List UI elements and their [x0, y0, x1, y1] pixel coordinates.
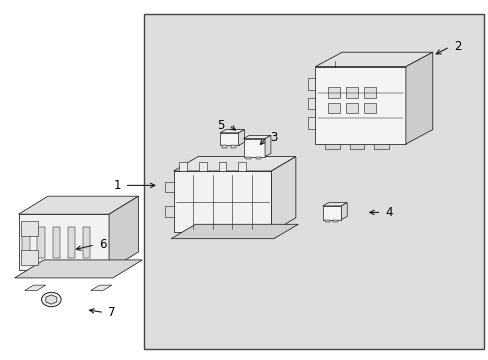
Polygon shape	[220, 133, 238, 145]
Polygon shape	[405, 52, 432, 144]
Text: 1: 1	[113, 179, 121, 192]
Polygon shape	[173, 157, 295, 171]
Bar	[349, 144, 364, 149]
Polygon shape	[238, 130, 244, 145]
Polygon shape	[243, 139, 264, 157]
Bar	[82, 227, 90, 258]
Bar	[363, 87, 375, 98]
Polygon shape	[307, 78, 315, 90]
Polygon shape	[315, 52, 432, 67]
Text: 2: 2	[453, 40, 460, 53]
Bar	[52, 227, 60, 258]
Polygon shape	[15, 260, 142, 278]
Circle shape	[41, 292, 61, 307]
Bar	[179, 162, 187, 171]
Bar	[199, 162, 206, 171]
Bar	[230, 145, 235, 148]
Bar	[21, 221, 38, 236]
Bar	[363, 103, 375, 113]
Polygon shape	[46, 295, 57, 304]
Polygon shape	[307, 98, 315, 109]
Text: 4: 4	[385, 206, 392, 219]
Bar	[325, 144, 339, 149]
Bar	[324, 220, 329, 222]
Text: 5: 5	[217, 119, 224, 132]
Text: 6: 6	[99, 238, 106, 251]
Polygon shape	[91, 285, 111, 291]
Polygon shape	[307, 117, 315, 129]
Bar	[218, 162, 226, 171]
Polygon shape	[264, 135, 270, 157]
Polygon shape	[271, 157, 295, 232]
Polygon shape	[173, 171, 271, 232]
Polygon shape	[164, 181, 173, 192]
Bar	[327, 87, 339, 98]
Bar	[246, 157, 251, 159]
Polygon shape	[322, 203, 346, 206]
Bar	[22, 227, 30, 258]
Polygon shape	[220, 130, 244, 133]
Polygon shape	[19, 214, 109, 270]
Polygon shape	[341, 203, 346, 220]
Bar	[67, 227, 75, 258]
Polygon shape	[171, 224, 298, 239]
Bar	[345, 87, 357, 98]
Polygon shape	[24, 285, 45, 291]
Bar	[144, 14, 483, 349]
Bar	[38, 227, 45, 258]
Polygon shape	[243, 135, 270, 139]
Polygon shape	[322, 206, 341, 220]
Text: 3: 3	[270, 131, 277, 144]
Polygon shape	[164, 206, 173, 217]
Bar	[345, 103, 357, 113]
Polygon shape	[19, 196, 138, 214]
Bar	[21, 250, 38, 265]
Bar	[222, 145, 226, 148]
Bar	[327, 103, 339, 113]
Polygon shape	[315, 67, 405, 144]
Polygon shape	[109, 196, 138, 270]
Bar	[333, 220, 338, 222]
Bar	[238, 162, 245, 171]
Bar	[256, 157, 261, 159]
Text: 7: 7	[108, 306, 115, 319]
Bar	[373, 144, 388, 149]
